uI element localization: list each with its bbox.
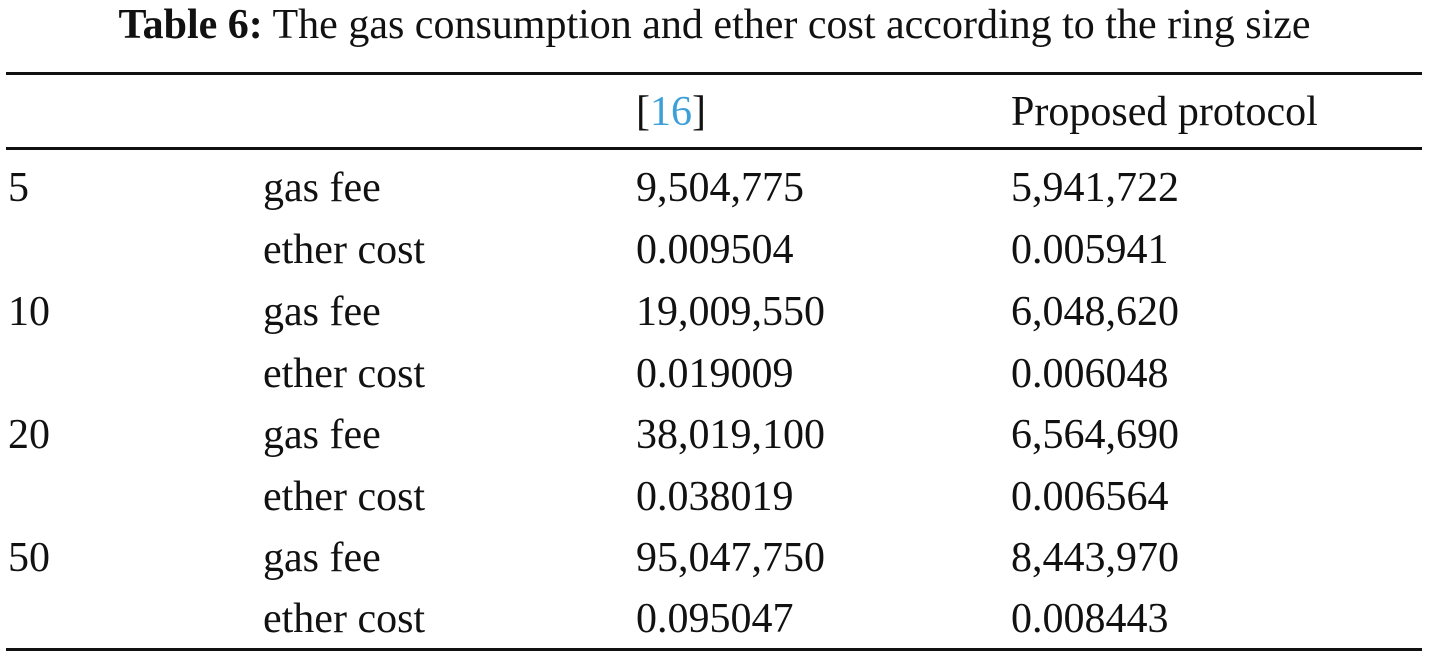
ref16-value-cell: 95,047,750 [636, 535, 825, 581]
citation-link-16[interactable]: 16 [650, 89, 692, 135]
metric-cell: gas fee [263, 535, 381, 581]
metric-cell: gas fee [263, 412, 381, 458]
table-header-rule [6, 147, 1422, 150]
table-caption-label: Table 6: [118, 2, 263, 48]
proposed-value-cell: 6,564,690 [1011, 412, 1179, 458]
ref16-value-cell: 0.095047 [636, 596, 794, 642]
header-reference-16: [16] [636, 88, 706, 136]
proposed-value-cell: 0.006048 [1011, 351, 1169, 397]
table-bottom-rule [6, 648, 1422, 651]
ring-size-cell: 5 [8, 165, 29, 211]
proposed-value-cell: 6,048,620 [1011, 289, 1179, 335]
proposed-value-cell: 0.005941 [1011, 227, 1169, 273]
metric-cell: ether cost [263, 351, 426, 397]
header-bracket-close: ] [692, 89, 706, 135]
ref16-value-cell: 0.038019 [636, 474, 794, 520]
proposed-value-cell: 8,443,970 [1011, 535, 1179, 581]
ring-size-cell: 20 [8, 412, 50, 458]
ref16-value-cell: 38,019,100 [636, 412, 825, 458]
proposed-value-cell: 5,941,722 [1011, 165, 1179, 211]
header-bracket-open: [ [636, 89, 650, 135]
metric-cell: gas fee [263, 165, 381, 211]
metric-cell: ether cost [263, 227, 426, 273]
metric-cell: ether cost [263, 596, 426, 642]
ref16-value-cell: 0.009504 [636, 227, 794, 273]
ref16-value-cell: 19,009,550 [636, 289, 825, 335]
ring-size-cell: 50 [8, 535, 50, 581]
header-proposed-protocol: Proposed protocol [1011, 89, 1318, 135]
ref16-value-cell: 0.019009 [636, 351, 794, 397]
proposed-value-cell: 0.006564 [1011, 474, 1169, 520]
metric-cell: gas fee [263, 289, 381, 335]
metric-cell: ether cost [263, 474, 426, 520]
ref16-value-cell: 9,504,775 [636, 165, 804, 211]
table-caption-text: The gas consumption and ether cost accor… [272, 2, 1311, 48]
table-top-rule [6, 72, 1422, 75]
proposed-value-cell: 0.008443 [1011, 596, 1169, 642]
ring-size-cell: 10 [8, 289, 50, 335]
table-caption: Table 6: The gas consumption and ether c… [0, 0, 1429, 56]
